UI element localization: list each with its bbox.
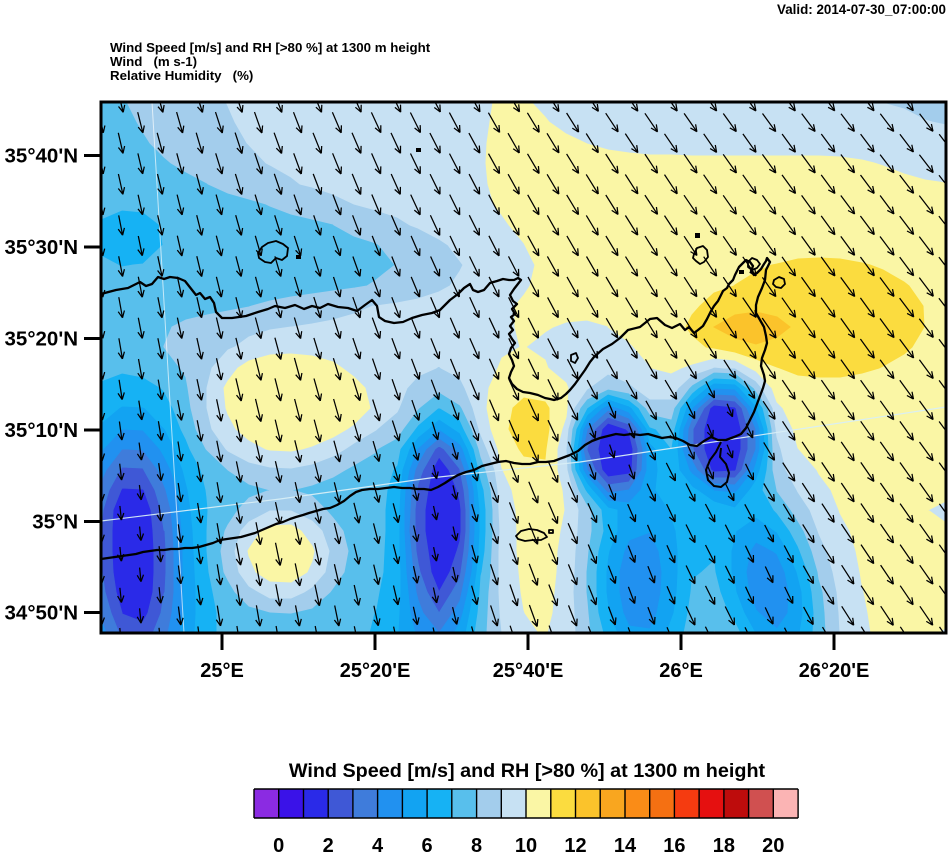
svg-text:6: 6 — [422, 835, 433, 854]
svg-text:20: 20 — [762, 835, 784, 854]
svg-text:35°40'N: 35°40'N — [5, 145, 78, 168]
svg-text:25°40'E: 25°40'E — [493, 660, 564, 682]
svg-text:16: 16 — [663, 835, 685, 854]
svg-text:25°E: 25°E — [200, 660, 244, 682]
svg-text:35°30'N: 35°30'N — [5, 236, 78, 259]
svg-text:25°20'E: 25°20'E — [340, 660, 411, 682]
svg-text:26°20'E: 26°20'E — [799, 660, 870, 682]
svg-text:2: 2 — [323, 835, 334, 854]
svg-text:8: 8 — [471, 835, 482, 854]
svg-text:Wind Speed [m/s] and RH [>80 %: Wind Speed [m/s] and RH [>80 %] at 1300 … — [110, 40, 431, 55]
svg-text:Valid: 2014-07-30_07:00:00: Valid: 2014-07-30_07:00:00 — [777, 2, 946, 17]
svg-text:Wind (m s-1): Wind (m s-1) — [110, 54, 197, 69]
svg-text:Relative Humidity (%): Relative Humidity (%) — [110, 68, 253, 83]
svg-text:4: 4 — [372, 835, 384, 854]
svg-text:26°E: 26°E — [659, 660, 703, 682]
svg-text:0: 0 — [273, 835, 284, 854]
svg-text:34°50'N: 34°50'N — [5, 602, 78, 625]
svg-text:35°10'N: 35°10'N — [5, 419, 78, 442]
svg-text:Wind Speed [m/s] and RH [>80 %: Wind Speed [m/s] and RH [>80 %] at 1300 … — [289, 760, 766, 782]
svg-text:35°20'N: 35°20'N — [5, 328, 78, 351]
svg-text:10: 10 — [515, 835, 537, 854]
svg-text:12: 12 — [564, 835, 586, 854]
svg-text:35°N: 35°N — [32, 511, 78, 534]
svg-text:14: 14 — [614, 835, 637, 854]
svg-text:18: 18 — [713, 835, 735, 854]
